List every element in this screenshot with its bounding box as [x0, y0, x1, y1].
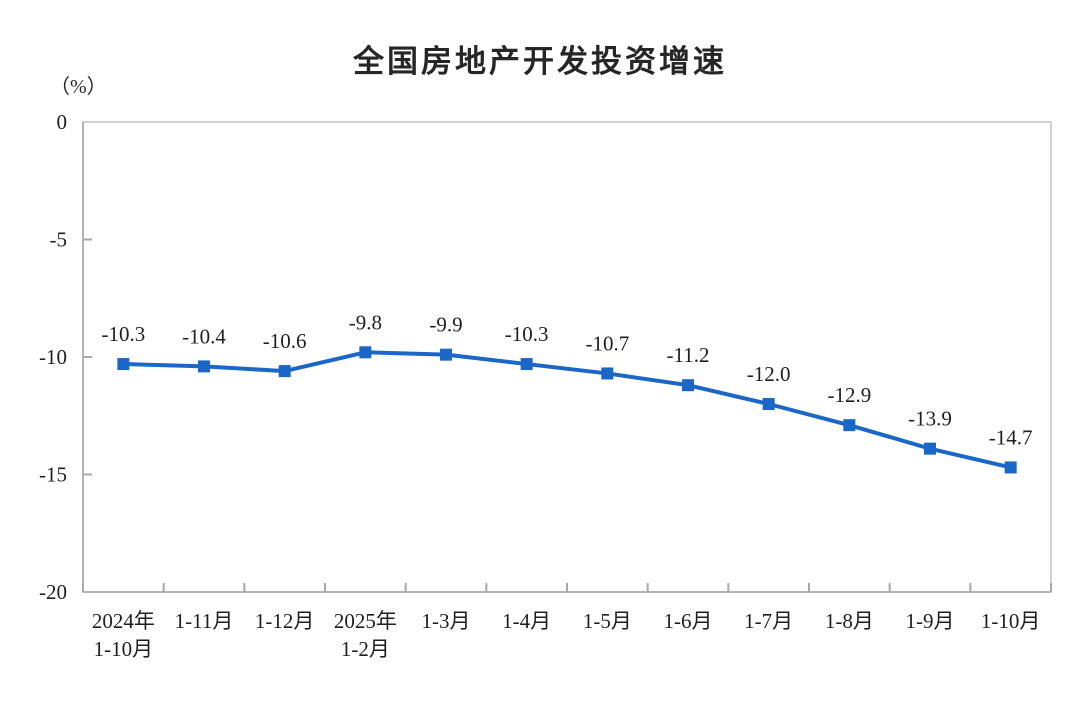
data-point-marker [843, 419, 856, 432]
data-point-label: -11.2 [667, 343, 710, 367]
data-point-label: -12.0 [747, 362, 791, 386]
y-axis-tick-label: 0 [57, 110, 68, 134]
data-point-label: -13.9 [908, 407, 952, 431]
data-point-marker [1004, 461, 1017, 474]
y-axis-tick-label: -5 [50, 228, 68, 252]
chart-title: 全国房地产开发投资增速 [353, 44, 727, 79]
plot-area-border [82, 121, 1052, 593]
y-axis-tick-label: -15 [39, 463, 67, 487]
data-point-label: -14.7 [989, 425, 1033, 449]
x-axis-tick-label: 1-7月 [744, 609, 793, 633]
x-axis-tick-label: 1-9月 [906, 609, 955, 633]
x-axis-tick-label: 2024年 [92, 609, 155, 633]
data-point-marker [278, 365, 291, 378]
data-point-label: -10.3 [505, 322, 549, 346]
data-point-marker [198, 360, 210, 373]
x-axis-tick-label: 1-4月 [502, 609, 551, 633]
data-point-label: -10.7 [585, 331, 629, 355]
series-line [121, 350, 1013, 470]
data-point-marker [440, 348, 452, 361]
x-axis-tick-label: 1-6月 [664, 609, 713, 633]
y-axis-tick-label: -10 [39, 345, 67, 369]
x-axis-tick-label: 2025年 [334, 609, 397, 633]
x-axis-tick-label: 1-3月 [422, 609, 471, 633]
data-point-label: -12.9 [827, 383, 871, 407]
y-axis-tick-label: -20 [39, 580, 67, 604]
data-point-marker [762, 398, 775, 410]
data-point-label: -10.4 [182, 324, 226, 348]
x-axis-tick-label: 1-8月 [825, 609, 874, 633]
x-axis-tick-label: 1-2月 [341, 637, 390, 661]
x-axis-tick-label: 1-11月 [175, 609, 234, 633]
data-point-marker [682, 379, 694, 392]
data-point-marker [924, 442, 936, 455]
data-point-marker [601, 367, 614, 380]
data-point-marker [117, 358, 130, 371]
x-axis-tick-label: 1-12月 [255, 609, 315, 633]
y-axis-unit-label: （%） [50, 76, 107, 98]
x-axis-tick-label: 1-5月 [583, 609, 632, 633]
x-axis-tick-label: 1-10月 [94, 637, 154, 661]
data-point-marker [359, 346, 372, 359]
data-point-marker [520, 358, 533, 371]
data-point-label: -9.8 [349, 310, 382, 334]
data-point-label: -10.6 [263, 329, 307, 353]
data-point-label: -10.3 [101, 322, 145, 346]
data-point-label: -9.9 [429, 313, 462, 337]
x-axis-tick-label: 1-10月 [981, 609, 1041, 633]
